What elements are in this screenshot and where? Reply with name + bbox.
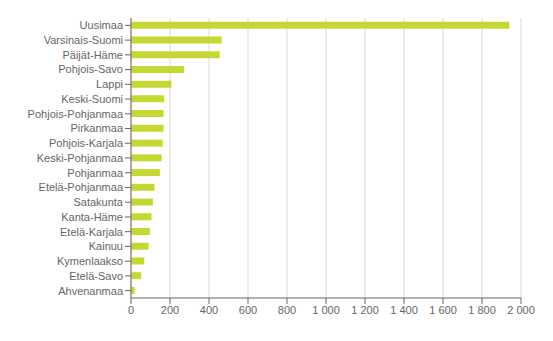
svg-text:Ahvenanmaa: Ahvenanmaa (58, 285, 124, 297)
svg-text:Varsinais-Suomi: Varsinais-Suomi (44, 34, 123, 46)
svg-text:200: 200 (161, 304, 179, 316)
svg-text:1 800: 1 800 (468, 304, 496, 316)
svg-text:1 600: 1 600 (429, 304, 457, 316)
svg-text:Pohjois-Savo: Pohjois-Savo (58, 63, 123, 75)
svg-text:600: 600 (239, 304, 257, 316)
svg-text:2 000: 2 000 (507, 304, 535, 316)
svg-text:1 200: 1 200 (351, 304, 379, 316)
svg-text:1 000: 1 000 (312, 304, 340, 316)
svg-text:400: 400 (200, 304, 218, 316)
svg-text:Etelä-Savo: Etelä-Savo (69, 270, 123, 282)
svg-text:Pohjois-Pohjanmaa: Pohjois-Pohjanmaa (28, 108, 124, 120)
svg-text:1 400: 1 400 (390, 304, 418, 316)
svg-text:Kymenlaakso: Kymenlaakso (57, 255, 123, 267)
svg-text:Päijät-Häme: Päijät-Häme (62, 49, 123, 61)
svg-text:Lappi: Lappi (96, 78, 123, 90)
svg-text:Kanta-Häme: Kanta-Häme (61, 211, 123, 223)
svg-text:Pohjois-Karjala: Pohjois-Karjala (49, 137, 124, 149)
svg-text:Kainuu: Kainuu (89, 240, 123, 252)
svg-text:Etelä-Karjala: Etelä-Karjala (60, 226, 124, 238)
svg-text:800: 800 (278, 304, 296, 316)
svg-text:Pirkanmaa: Pirkanmaa (70, 122, 123, 134)
svg-text:Keski-Suomi: Keski-Suomi (61, 93, 123, 105)
svg-text:0: 0 (128, 304, 134, 316)
svg-text:Keski-Pohjanmaa: Keski-Pohjanmaa (37, 152, 124, 164)
svg-text:Uusimaa: Uusimaa (80, 19, 124, 31)
svg-text:Pohjanmaa: Pohjanmaa (67, 167, 124, 179)
svg-text:Satakunta: Satakunta (73, 196, 123, 208)
svg-text:Etelä-Pohjanmaa: Etelä-Pohjanmaa (39, 181, 124, 193)
